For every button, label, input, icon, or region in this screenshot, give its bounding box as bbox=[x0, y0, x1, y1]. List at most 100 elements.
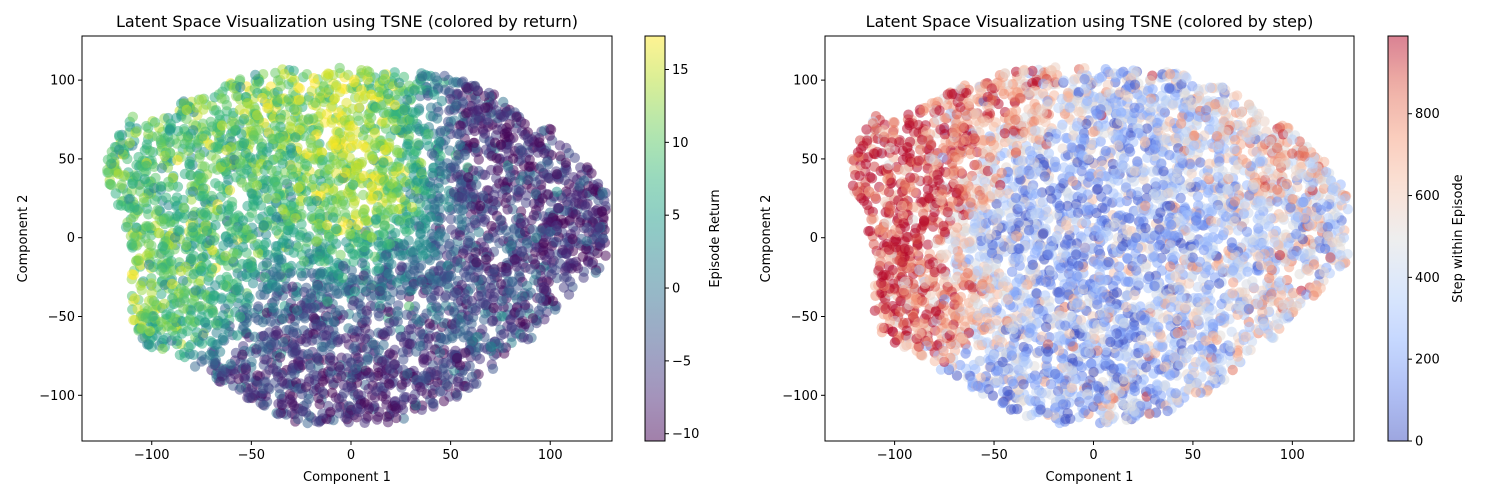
data-point bbox=[483, 87, 495, 99]
data-point bbox=[325, 406, 336, 418]
data-point bbox=[416, 276, 427, 288]
data-point bbox=[424, 318, 435, 329]
data-point bbox=[207, 308, 218, 319]
data-point bbox=[445, 213, 457, 225]
data-point bbox=[516, 295, 527, 307]
data-point bbox=[197, 330, 209, 341]
data-point bbox=[240, 147, 251, 159]
data-point bbox=[533, 305, 544, 316]
data-point bbox=[135, 280, 146, 291]
data-point bbox=[179, 285, 190, 297]
data-point bbox=[309, 154, 320, 165]
data-point bbox=[110, 188, 121, 199]
colorbar-tick-label: 10 bbox=[672, 136, 689, 151]
data-point bbox=[587, 207, 598, 218]
data-point bbox=[539, 314, 550, 325]
data-point bbox=[239, 370, 251, 381]
data-point bbox=[290, 132, 301, 143]
data-point bbox=[551, 186, 562, 197]
data-point bbox=[171, 192, 183, 203]
data-point bbox=[206, 264, 218, 275]
data-point bbox=[367, 193, 378, 204]
data-point bbox=[578, 175, 590, 186]
data-point bbox=[302, 349, 314, 360]
y-tick-label: 50 bbox=[58, 152, 75, 167]
data-point bbox=[423, 128, 434, 140]
data-point bbox=[263, 206, 274, 217]
data-point bbox=[212, 339, 223, 350]
data-point bbox=[435, 125, 447, 137]
data-point bbox=[447, 332, 458, 344]
data-point bbox=[515, 217, 526, 229]
data-point bbox=[299, 313, 311, 324]
data-point bbox=[293, 360, 304, 371]
data-point bbox=[349, 341, 360, 352]
data-point bbox=[433, 183, 445, 194]
data-point bbox=[247, 261, 258, 272]
data-point bbox=[434, 347, 446, 358]
data-point bbox=[174, 349, 186, 361]
data-point bbox=[340, 412, 351, 423]
data-point bbox=[194, 149, 206, 160]
chart-title: Latent Space Visualization using TSNE (c… bbox=[116, 12, 578, 31]
data-point bbox=[155, 137, 167, 148]
data-point bbox=[500, 266, 512, 277]
data-point bbox=[420, 248, 431, 260]
data-point bbox=[149, 117, 161, 128]
data-point bbox=[285, 142, 297, 153]
data-point bbox=[261, 192, 272, 204]
data-point bbox=[425, 211, 436, 223]
data-point bbox=[253, 301, 264, 312]
data-point bbox=[146, 278, 157, 289]
data-point bbox=[303, 113, 314, 124]
data-point bbox=[360, 365, 371, 376]
data-point bbox=[427, 275, 439, 286]
x-tick-label: −100 bbox=[134, 448, 170, 463]
data-point bbox=[146, 287, 157, 298]
data-point bbox=[231, 91, 242, 102]
data-point bbox=[588, 183, 599, 195]
data-point bbox=[183, 341, 194, 353]
data-point bbox=[459, 149, 470, 161]
data-point bbox=[305, 362, 316, 373]
data-point bbox=[305, 302, 317, 314]
data-point bbox=[181, 135, 193, 146]
data-point bbox=[265, 316, 276, 327]
data-point bbox=[551, 220, 562, 232]
data-point bbox=[401, 309, 412, 320]
data-point bbox=[466, 201, 477, 212]
data-point bbox=[184, 159, 195, 170]
data-point bbox=[498, 176, 509, 187]
data-point bbox=[426, 228, 437, 240]
data-point bbox=[378, 157, 389, 168]
data-point bbox=[336, 198, 347, 210]
data-point bbox=[428, 111, 439, 122]
data-point bbox=[498, 96, 509, 108]
data-point bbox=[106, 179, 117, 191]
data-point bbox=[286, 123, 297, 134]
data-point bbox=[429, 247, 440, 258]
data-point bbox=[402, 138, 413, 150]
data-point bbox=[311, 319, 322, 330]
data-point bbox=[244, 293, 255, 304]
data-point bbox=[127, 111, 138, 123]
data-point bbox=[521, 238, 533, 249]
data-point bbox=[187, 222, 198, 233]
data-point bbox=[303, 376, 315, 387]
data-point bbox=[547, 296, 559, 307]
data-point bbox=[230, 172, 242, 183]
data-point bbox=[271, 211, 282, 223]
data-point bbox=[488, 302, 499, 314]
data-point bbox=[515, 145, 526, 156]
data-point bbox=[468, 188, 479, 199]
data-point bbox=[535, 292, 546, 304]
data-point bbox=[286, 115, 297, 127]
data-point bbox=[394, 265, 406, 276]
data-point bbox=[296, 270, 308, 282]
data-point bbox=[383, 306, 394, 317]
data-point bbox=[348, 325, 359, 336]
data-point bbox=[148, 262, 159, 273]
x-tick-label: 100 bbox=[538, 448, 563, 463]
